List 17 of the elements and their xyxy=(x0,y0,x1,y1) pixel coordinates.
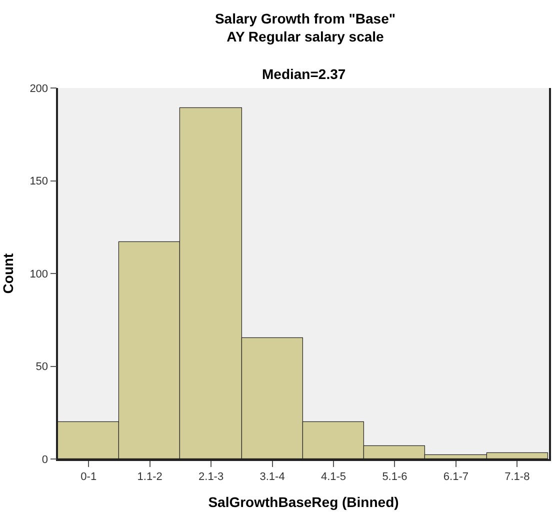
y-tick-label: 150 xyxy=(30,176,48,188)
x-tick-label: 5.1-6 xyxy=(382,470,408,483)
y-tick-label: 200 xyxy=(30,82,48,95)
x-tick-label: 2.1-3 xyxy=(198,470,224,483)
y-tick-label: 0 xyxy=(42,454,48,466)
chart-title: Salary Growth from "Base" AY Regular salary scale xyxy=(214,10,396,45)
x-tick-label: 6.1-7 xyxy=(443,470,468,483)
y-tick-label: 100 xyxy=(30,268,48,280)
y-axis-title: Count xyxy=(0,252,16,294)
y-tick-label: 50 xyxy=(36,361,48,374)
x-tick-label: 4.1-5 xyxy=(320,470,346,483)
x-axis-title: SalGrowthBaseReg (Binned) xyxy=(208,494,399,510)
x-tick-label: 1.1-2 xyxy=(137,470,162,483)
x-tick-label: 0-1 xyxy=(80,470,97,483)
x-tick-label: 3.1-4 xyxy=(260,470,285,483)
x-tick-label: 7.1-8 xyxy=(504,470,530,483)
chart-subtitle: Median=2.37 xyxy=(262,66,346,82)
